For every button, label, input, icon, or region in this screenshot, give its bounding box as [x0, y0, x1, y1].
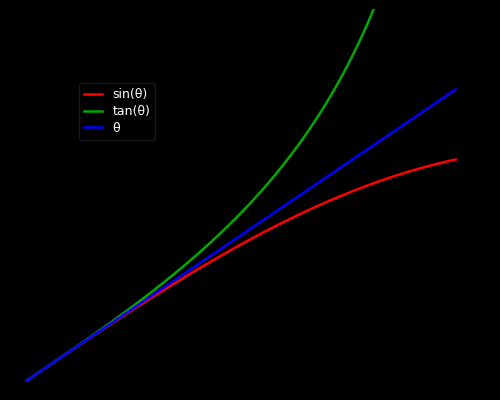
tan(θ) — [358, 35, 364, 40]
Line: sin(θ): sin(θ) — [27, 160, 456, 380]
tan(θ) — [68, 348, 74, 353]
θ — [358, 151, 364, 156]
sin(θ) — [318, 202, 324, 207]
Line: tan(θ): tan(θ) — [27, 0, 456, 380]
sin(θ) — [366, 182, 372, 187]
θ — [213, 250, 219, 255]
θ — [24, 378, 30, 383]
sin(θ) — [213, 256, 219, 261]
θ — [366, 146, 372, 151]
Legend: sin(θ), tan(θ), θ: sin(θ), tan(θ), θ — [78, 83, 156, 140]
θ — [68, 348, 74, 353]
tan(θ) — [24, 378, 30, 383]
sin(θ) — [358, 185, 364, 190]
θ — [452, 87, 458, 92]
tan(θ) — [198, 249, 203, 254]
θ — [198, 260, 203, 265]
θ — [318, 178, 324, 183]
sin(θ) — [198, 265, 203, 270]
tan(θ) — [318, 108, 324, 113]
tan(θ) — [366, 18, 372, 22]
Line: θ: θ — [27, 90, 456, 380]
tan(θ) — [213, 235, 219, 240]
sin(θ) — [68, 348, 74, 353]
sin(θ) — [452, 157, 458, 162]
sin(θ) — [24, 378, 30, 383]
